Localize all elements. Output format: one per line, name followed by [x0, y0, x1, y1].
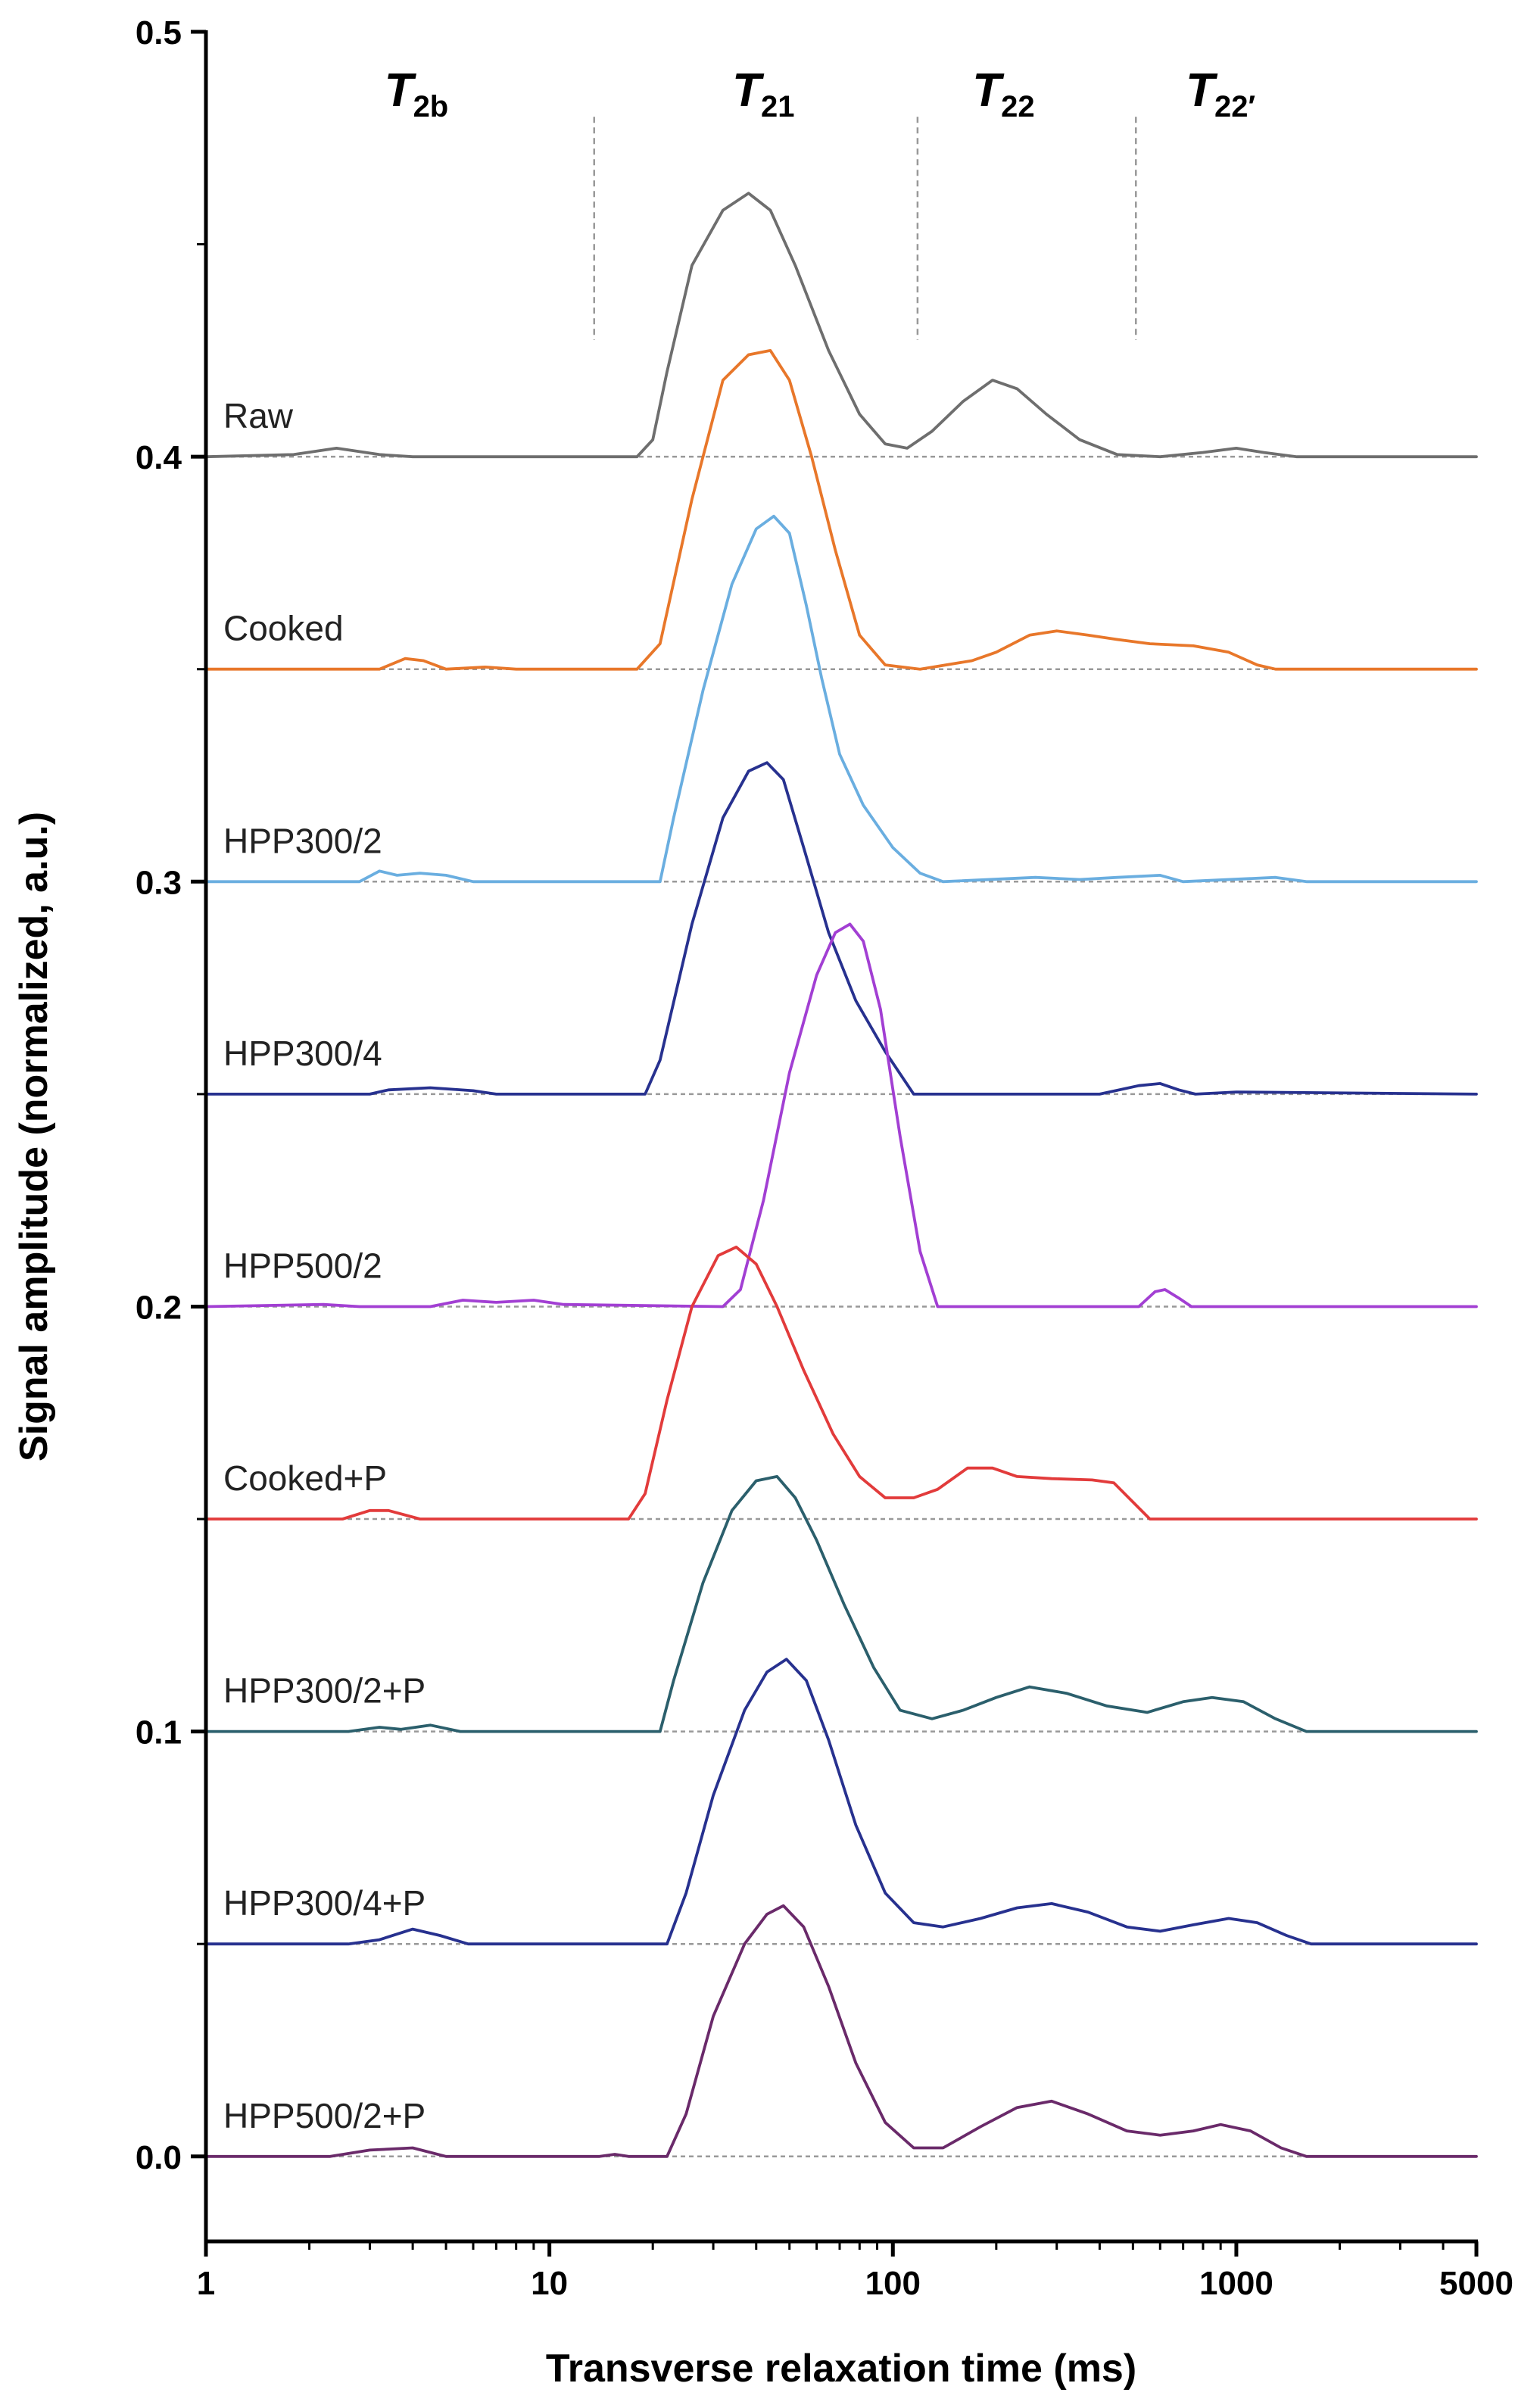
y-axis-title: Signal amplitude (normalized, a.u.)	[12, 812, 56, 1461]
x-tick-label: 1000	[1199, 2265, 1273, 2302]
x-tick-label: 10	[531, 2265, 568, 2302]
series-line	[204, 192, 1478, 459]
series-label: HPP500/2	[223, 1246, 382, 1285]
y-tick-label: 0.3	[136, 864, 182, 901]
tick-layer: 0.0 0.1 0.2 0.3 0.4 0.5 1 10 100 1000 5000	[136, 14, 1514, 2302]
series-line	[204, 1246, 1478, 1521]
x-axis-title: Transverse relaxation time (ms)	[546, 2347, 1136, 2391]
series-label-layer: Raw Cooked HPP300/2 HPP300/4 HPP500/2 Cooked+…	[223, 396, 426, 2135]
y-tick-label: 0.4	[136, 439, 182, 476]
series-label: HPP300/2	[223, 821, 382, 860]
x-tick-label: 5000	[1439, 2265, 1514, 2302]
region-label-symbol: T	[385, 64, 417, 117]
series-line	[204, 922, 1478, 1308]
x-tick-label: 1	[197, 2265, 215, 2302]
y-tick-label: 0.5	[136, 14, 182, 51]
region-label-subscript: 2b	[413, 90, 449, 123]
y-tick-label: 0.1	[136, 1714, 182, 1751]
region-label-subscript: 22	[1001, 90, 1035, 123]
series-label: Cooked+P	[223, 1458, 387, 1498]
y-tick-label: 0.2	[136, 1289, 182, 1326]
series-label: HPP500/2+P	[223, 2096, 426, 2135]
series-line	[204, 514, 1478, 884]
series-label: HPP300/2+P	[223, 1671, 426, 1711]
series-label: HPP300/4	[223, 1034, 382, 1073]
series-label: Cooked	[223, 609, 344, 648]
region-label: T21	[732, 64, 794, 123]
y-tick-label: 0.0	[136, 2139, 182, 2176]
series-line	[204, 1904, 1478, 2158]
region-label: T22	[972, 64, 1034, 123]
region-label: T2b	[385, 64, 449, 123]
region-label-symbol: T	[732, 64, 765, 117]
region-label-symbol: T	[1186, 64, 1218, 117]
series-label: Raw	[223, 396, 294, 435]
series-label: HPP300/4+P	[223, 1883, 426, 1923]
series-line	[204, 761, 1478, 1096]
region-label-symbol: T	[972, 64, 1005, 117]
series-line	[204, 1475, 1478, 1733]
axes-layer	[204, 30, 1478, 2244]
region-label: T22′	[1186, 64, 1255, 123]
series-layer	[204, 192, 1478, 2158]
x-tick-label: 100	[865, 2265, 921, 2302]
region-layer: T2b T21 T22 T22′	[385, 64, 1255, 340]
region-label-subscript: 22′	[1214, 90, 1255, 123]
series-line	[204, 349, 1478, 671]
series-line	[204, 1658, 1478, 1946]
region-label-subscript: 21	[761, 90, 795, 123]
